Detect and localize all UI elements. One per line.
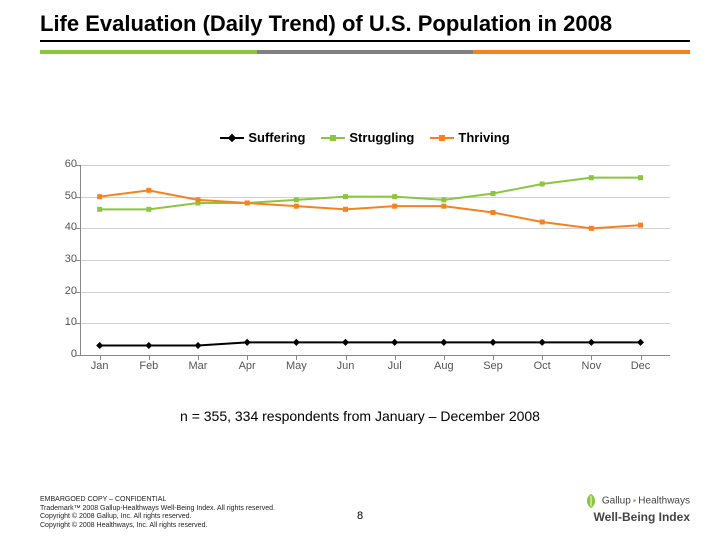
x-axis: [80, 355, 670, 356]
line-chart: [80, 165, 670, 355]
x-tick-label: Jun: [326, 360, 366, 372]
legend-item: Suffering: [220, 130, 305, 145]
legend-label: Suffering: [248, 130, 305, 145]
data-marker: [489, 339, 496, 346]
legend-label: Struggling: [349, 130, 414, 145]
chart-legend: Suffering Struggling Thriving: [55, 130, 675, 147]
data-marker: [491, 191, 496, 196]
legend-item: Struggling: [321, 130, 414, 145]
data-marker: [343, 207, 348, 212]
x-tick-label: Jan: [80, 360, 120, 372]
data-marker: [491, 210, 496, 215]
accent-seg: [473, 50, 690, 54]
data-marker: [194, 342, 201, 349]
data-marker: [637, 339, 644, 346]
data-marker: [441, 204, 446, 209]
logo-sep-icon: •: [633, 496, 637, 507]
y-tick-label: 40: [55, 221, 77, 233]
logo-brands: Gallup•Healthways: [540, 492, 690, 510]
data-marker: [245, 201, 250, 206]
y-tick-label: 20: [55, 285, 77, 297]
data-marker: [294, 204, 299, 209]
x-tick-label: May: [276, 360, 316, 372]
x-tick-label: Mar: [178, 360, 218, 372]
x-tick-label: Oct: [522, 360, 562, 372]
leaf-icon: [582, 492, 600, 510]
series-line: [100, 178, 641, 210]
data-marker: [638, 175, 643, 180]
logo-brand1: Gallup: [602, 496, 631, 507]
data-marker: [392, 194, 397, 199]
data-marker: [293, 339, 300, 346]
sample-caption: n = 355, 334 respondents from January – …: [0, 408, 720, 424]
y-tick-label: 50: [55, 190, 77, 202]
data-marker: [146, 207, 151, 212]
data-marker: [540, 220, 545, 225]
y-tick-label: 60: [55, 158, 77, 170]
data-marker: [589, 175, 594, 180]
legend-item: Thriving: [430, 130, 509, 145]
title-underline: [40, 40, 690, 42]
data-marker: [196, 197, 201, 202]
y-tick-label: 10: [55, 316, 77, 328]
data-marker: [145, 342, 152, 349]
data-marker: [539, 339, 546, 346]
x-tick-label: Sep: [473, 360, 513, 372]
data-marker: [638, 223, 643, 228]
series-line: [100, 342, 641, 345]
x-tick-label: Apr: [227, 360, 267, 372]
legend-label: Thriving: [458, 130, 509, 145]
page-title: Life Evaluation (Daily Trend) of U.S. Po…: [40, 10, 690, 38]
data-marker: [342, 339, 349, 346]
accent-seg: [40, 50, 257, 54]
data-marker: [244, 339, 251, 346]
data-marker: [343, 194, 348, 199]
data-marker: [391, 339, 398, 346]
data-marker: [146, 188, 151, 193]
x-tick-label: Jul: [375, 360, 415, 372]
data-marker: [97, 194, 102, 199]
y-tick-label: 0: [55, 348, 77, 360]
x-tick-label: Dec: [621, 360, 661, 372]
logo-brand2: Healthways: [638, 496, 690, 507]
x-tick-label: Aug: [424, 360, 464, 372]
accent-bar: [40, 50, 690, 54]
accent-seg: [257, 50, 474, 54]
data-marker: [540, 182, 545, 187]
title-block: Life Evaluation (Daily Trend) of U.S. Po…: [0, 0, 720, 46]
data-marker: [294, 197, 299, 202]
data-marker: [97, 207, 102, 212]
data-marker: [96, 342, 103, 349]
data-marker: [588, 339, 595, 346]
data-marker: [392, 204, 397, 209]
data-marker: [441, 197, 446, 202]
y-tick-label: 30: [55, 253, 77, 265]
brand-logo: Gallup•Healthways Well-Being Index: [540, 492, 690, 528]
data-marker: [589, 226, 594, 231]
x-tick-label: Feb: [129, 360, 169, 372]
data-marker: [440, 339, 447, 346]
x-tick-label: Nov: [571, 360, 611, 372]
logo-product: Well-Being Index: [540, 510, 690, 524]
